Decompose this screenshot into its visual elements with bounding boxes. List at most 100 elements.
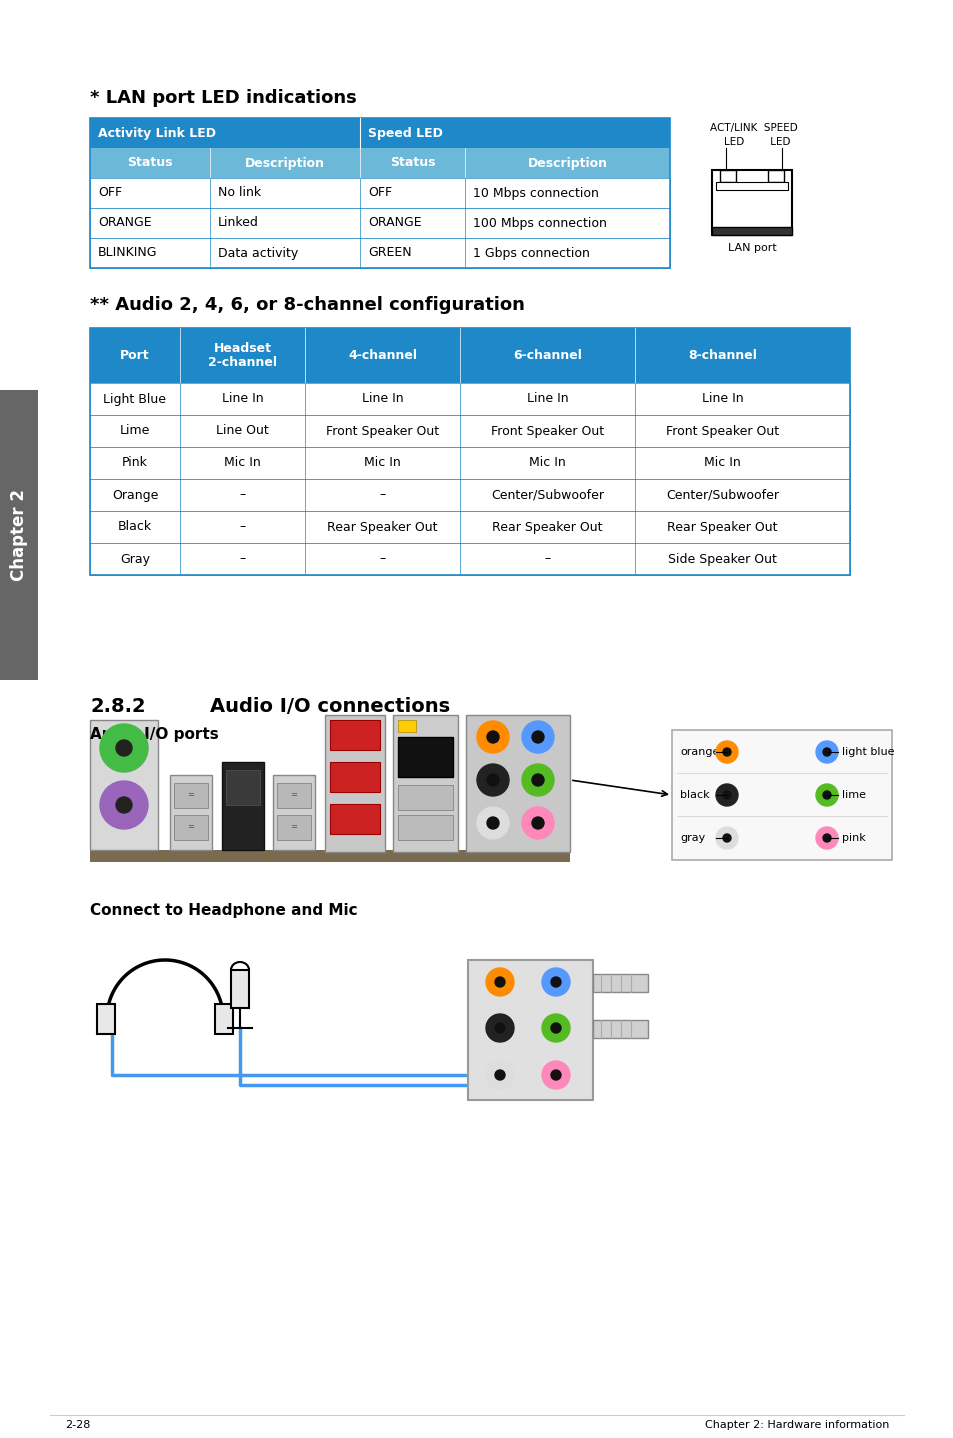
Bar	[90, 544, 849, 575]
Text: –: –	[239, 552, 245, 565]
Bar	[711, 227, 791, 234]
Text: Light Blue: Light Blue	[103, 393, 167, 406]
Bar	[273, 775, 314, 850]
Text: Audio I/O connections: Audio I/O connections	[210, 696, 450, 716]
Circle shape	[486, 817, 498, 828]
Circle shape	[476, 807, 509, 838]
Text: Chapter 2: Hardware information: Chapter 2: Hardware information	[704, 1419, 888, 1429]
Text: 100 Mbps connection: 100 Mbps connection	[473, 217, 606, 230]
Bar	[90, 720, 158, 850]
Bar	[173, 784, 208, 808]
Text: ** Audio 2, 4, 6, or 8-channel configuration: ** Audio 2, 4, 6, or 8-channel configura…	[90, 296, 524, 313]
Bar	[276, 815, 311, 840]
Text: Front Speaker Out: Front Speaker Out	[491, 424, 603, 437]
Text: ORANGE: ORANGE	[368, 217, 421, 230]
Text: Port: Port	[120, 349, 150, 362]
Circle shape	[521, 807, 554, 838]
Bar	[330, 804, 379, 834]
Bar	[393, 715, 457, 851]
Bar	[397, 815, 453, 840]
Text: GREEN: GREEN	[368, 246, 411, 259]
Circle shape	[486, 774, 498, 787]
Circle shape	[532, 731, 543, 743]
Bar	[593, 1020, 647, 1038]
Bar	[90, 178, 669, 209]
Text: Description: Description	[527, 157, 607, 170]
Text: 8-channel: 8-channel	[687, 349, 756, 362]
Text: Lime: Lime	[120, 424, 150, 437]
Bar	[397, 785, 453, 810]
Text: Line In: Line In	[526, 393, 568, 406]
Text: 10 Mbps connection: 10 Mbps connection	[473, 187, 598, 200]
Bar	[90, 118, 669, 148]
Text: 2-28: 2-28	[65, 1419, 91, 1429]
Circle shape	[485, 1061, 514, 1089]
Bar	[90, 148, 669, 178]
Text: –: –	[379, 552, 385, 565]
Text: Rear Speaker Out: Rear Speaker Out	[327, 521, 437, 533]
Bar	[90, 416, 849, 447]
Bar	[226, 769, 260, 805]
Bar	[90, 850, 569, 861]
Circle shape	[722, 834, 730, 843]
Text: lime: lime	[841, 789, 865, 800]
Text: =: =	[188, 823, 194, 831]
Bar	[90, 479, 849, 510]
Text: –: –	[379, 489, 385, 502]
Text: OFF: OFF	[98, 187, 122, 200]
Bar	[671, 731, 891, 860]
Bar	[330, 720, 379, 751]
Bar	[465, 715, 569, 851]
Text: Linked: Linked	[218, 217, 258, 230]
Bar	[720, 170, 735, 183]
Text: light blue: light blue	[841, 746, 894, 756]
Text: Line Out: Line Out	[216, 424, 269, 437]
Text: 4-channel: 4-channel	[348, 349, 416, 362]
Text: Description: Description	[245, 157, 325, 170]
Bar	[90, 510, 849, 544]
Text: Speed LED: Speed LED	[368, 127, 442, 139]
Text: Side Speaker Out: Side Speaker Out	[667, 552, 776, 565]
Circle shape	[541, 1061, 569, 1089]
Text: Status: Status	[127, 157, 172, 170]
Circle shape	[822, 748, 830, 756]
Circle shape	[822, 791, 830, 800]
Text: gray: gray	[679, 833, 704, 843]
Circle shape	[532, 817, 543, 828]
Text: Center/Subwoofer: Center/Subwoofer	[665, 489, 779, 502]
Text: 1 Gbps connection: 1 Gbps connection	[473, 246, 589, 259]
Text: Line In: Line In	[361, 393, 403, 406]
Text: Rear Speaker Out: Rear Speaker Out	[492, 521, 602, 533]
Text: * LAN port LED indications: * LAN port LED indications	[90, 89, 356, 106]
Circle shape	[716, 827, 738, 848]
Text: =: =	[291, 791, 297, 800]
Text: Center/Subwoofer: Center/Subwoofer	[491, 489, 603, 502]
Circle shape	[815, 827, 837, 848]
Circle shape	[100, 781, 148, 828]
Text: Activity Link LED: Activity Link LED	[98, 127, 215, 139]
Text: –: –	[239, 489, 245, 502]
Circle shape	[495, 1022, 504, 1032]
Bar	[90, 239, 669, 267]
Text: –: –	[239, 521, 245, 533]
Text: –: –	[544, 552, 550, 565]
Circle shape	[495, 1070, 504, 1080]
Bar	[170, 775, 212, 850]
Bar	[593, 974, 647, 992]
Bar	[397, 720, 416, 732]
Text: Mic In: Mic In	[224, 456, 260, 469]
Circle shape	[532, 774, 543, 787]
Text: orange: orange	[679, 746, 719, 756]
Circle shape	[551, 1022, 560, 1032]
Text: Orange: Orange	[112, 489, 158, 502]
Circle shape	[716, 784, 738, 807]
Bar	[90, 328, 849, 383]
Bar	[222, 762, 264, 850]
Circle shape	[722, 748, 730, 756]
Circle shape	[541, 968, 569, 997]
Bar	[716, 183, 787, 190]
Text: 6-channel: 6-channel	[513, 349, 581, 362]
Circle shape	[485, 1014, 514, 1043]
Bar	[90, 118, 669, 267]
Bar	[173, 815, 208, 840]
